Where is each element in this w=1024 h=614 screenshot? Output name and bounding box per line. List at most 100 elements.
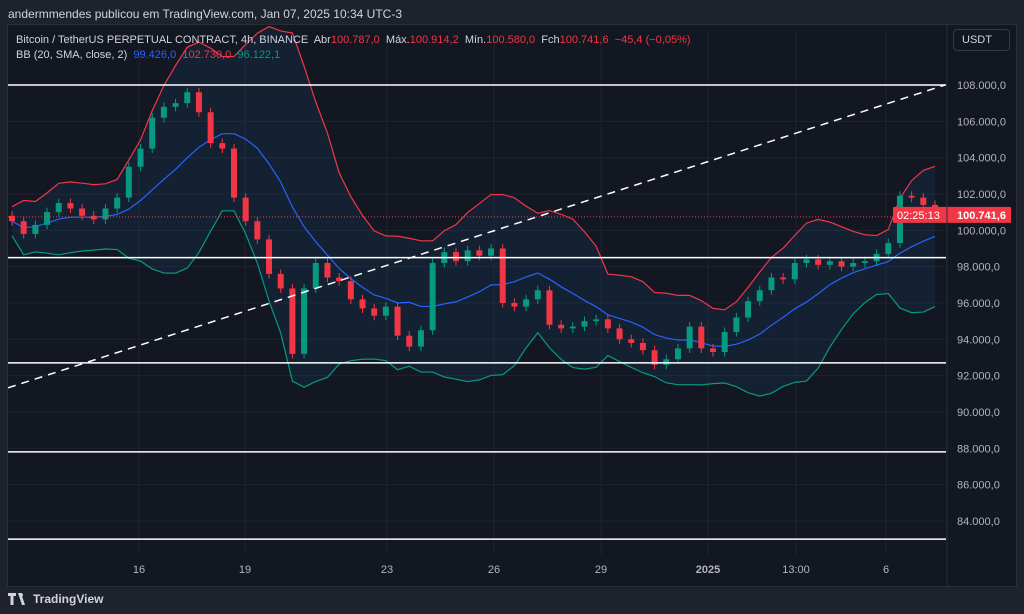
candle (593, 314, 600, 326)
candle (277, 269, 284, 293)
candle (160, 102, 167, 123)
candle (745, 296, 752, 323)
candle-body (721, 332, 728, 353)
symbol-title[interactable]: Bitcoin / TetherUS PERPETUAL CONTRACT, 4… (16, 34, 309, 46)
candle (102, 203, 109, 224)
candle (523, 294, 530, 312)
candle-body (780, 277, 787, 280)
candle (324, 258, 331, 283)
candle-body (826, 261, 833, 265)
candle (686, 322, 693, 353)
candle-body (616, 328, 623, 340)
candle-body (67, 203, 74, 209)
bb-basis-line (11, 133, 936, 347)
candle (581, 316, 588, 332)
candle-body (359, 299, 366, 309)
bb-legend: BB (20, SMA, close, 2) 99.426,0 102.730,… (16, 48, 691, 63)
candle (628, 334, 635, 348)
candle-body (920, 197, 927, 205)
candle-body (32, 224, 39, 234)
price-tick-label: 100.000,0 (957, 225, 1006, 237)
candle-body (511, 302, 518, 307)
candle-body (908, 195, 915, 198)
open-label: Abr (313, 34, 331, 46)
price-tick-label: 92.000,0 (957, 371, 1000, 383)
candle-body (803, 259, 810, 264)
price-tick-label: 104.000,0 (957, 153, 1006, 165)
time-tick-label: 26 (488, 564, 500, 576)
candle (67, 198, 74, 214)
trendline-dashed (7, 84, 946, 389)
candle (219, 138, 226, 154)
high-value: 100.914,2 (409, 34, 459, 46)
candle (698, 322, 705, 353)
close-value: 100.741,6 (559, 34, 609, 46)
candle (721, 327, 728, 357)
candle-body (394, 306, 401, 336)
candle (125, 162, 132, 203)
candle (674, 343, 681, 364)
candle-body (347, 281, 354, 300)
candle-body (558, 324, 565, 329)
candle (79, 203, 86, 221)
candle (511, 298, 518, 312)
candle (885, 238, 892, 259)
candle-body (417, 330, 424, 347)
candle-body (406, 335, 413, 347)
candle-body (195, 92, 202, 113)
candle-body (476, 250, 483, 256)
close-label: Fch (541, 34, 560, 46)
price-tick-label: 106.000,0 (957, 116, 1006, 128)
bb-lower-line (11, 210, 936, 397)
high-label: Máx. (385, 34, 410, 46)
bb-label[interactable]: BB (20, SMA, close, 2) (16, 49, 128, 61)
last-price-badge (893, 206, 1011, 223)
candle (452, 247, 459, 266)
candle-body (838, 261, 845, 267)
time-tick-label: 23 (381, 564, 393, 576)
candle (9, 211, 15, 226)
candle (394, 302, 401, 341)
currency-button[interactable]: USDT (953, 29, 1010, 51)
candle-body (604, 319, 611, 329)
candle (534, 285, 541, 304)
candle (663, 354, 670, 370)
candle (429, 258, 436, 335)
candle (499, 243, 506, 308)
candle (604, 314, 611, 333)
price-tick-label: 90.000,0 (957, 407, 1000, 419)
candle (301, 283, 308, 359)
price-tick-label: 108.000,0 (957, 80, 1006, 92)
bb-basis-value: 99.426,0 (133, 49, 177, 61)
candle (254, 216, 261, 244)
time-tick-label: 29 (595, 564, 607, 576)
candle-body (745, 301, 752, 318)
candle-body (149, 117, 156, 149)
candle-body (569, 326, 576, 329)
bb-upper-line (11, 25, 936, 311)
price-tick-label: 84.000,0 (957, 516, 1000, 528)
candle-body (172, 103, 179, 107)
candle (850, 258, 857, 272)
candle-body (219, 143, 226, 149)
open-value: 100.787,0 (330, 34, 380, 46)
candle (920, 193, 927, 210)
time-tick-label: 6 (883, 564, 889, 576)
candle-body (686, 326, 693, 349)
tradingview-logo[interactable]: TradingView (8, 592, 103, 606)
candle-body (125, 166, 132, 198)
candle-body (254, 221, 261, 240)
candle-body (464, 250, 471, 262)
candle (639, 338, 646, 355)
candle-body (184, 92, 191, 104)
candle (184, 87, 191, 108)
candle (230, 144, 237, 203)
candle (768, 273, 775, 295)
candle-body (207, 112, 214, 144)
candle-body (499, 248, 506, 303)
publish-info: andermmendes publicou em TradingView.com… (8, 7, 403, 21)
last-price-label: 100.741,6 (957, 210, 1006, 222)
candle-body (593, 319, 600, 322)
candle-body (523, 299, 530, 307)
